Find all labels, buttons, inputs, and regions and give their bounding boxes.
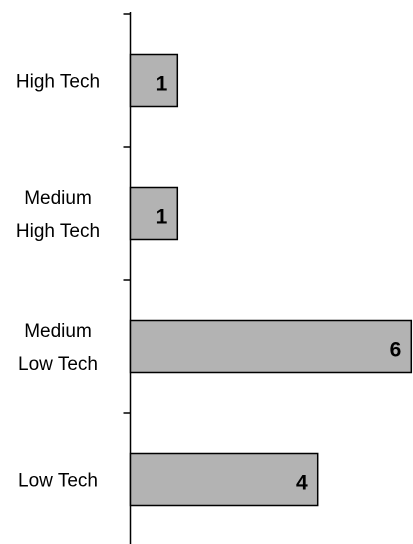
data-label: 4 (296, 472, 308, 495)
bar (129, 186, 179, 241)
data-label: 6 (390, 339, 402, 362)
data-label: 1 (156, 73, 168, 96)
bar (129, 319, 413, 374)
category-label: High Tech (16, 221, 100, 242)
category-label: Low Tech (18, 471, 98, 492)
label-layer: 1 High Tech 1 Medium High Tech 6 Medium Low Tec… (16, 72, 401, 495)
bar-layer (129, 53, 413, 507)
bar (129, 53, 179, 108)
axis-layer (123, 12, 132, 544)
data-label: 1 (156, 206, 168, 229)
category-label: Low Tech (18, 354, 98, 375)
category-label: Medium (24, 188, 92, 209)
category-label: High Tech (16, 72, 100, 93)
bar (129, 452, 319, 507)
category-label: Medium (24, 321, 92, 342)
